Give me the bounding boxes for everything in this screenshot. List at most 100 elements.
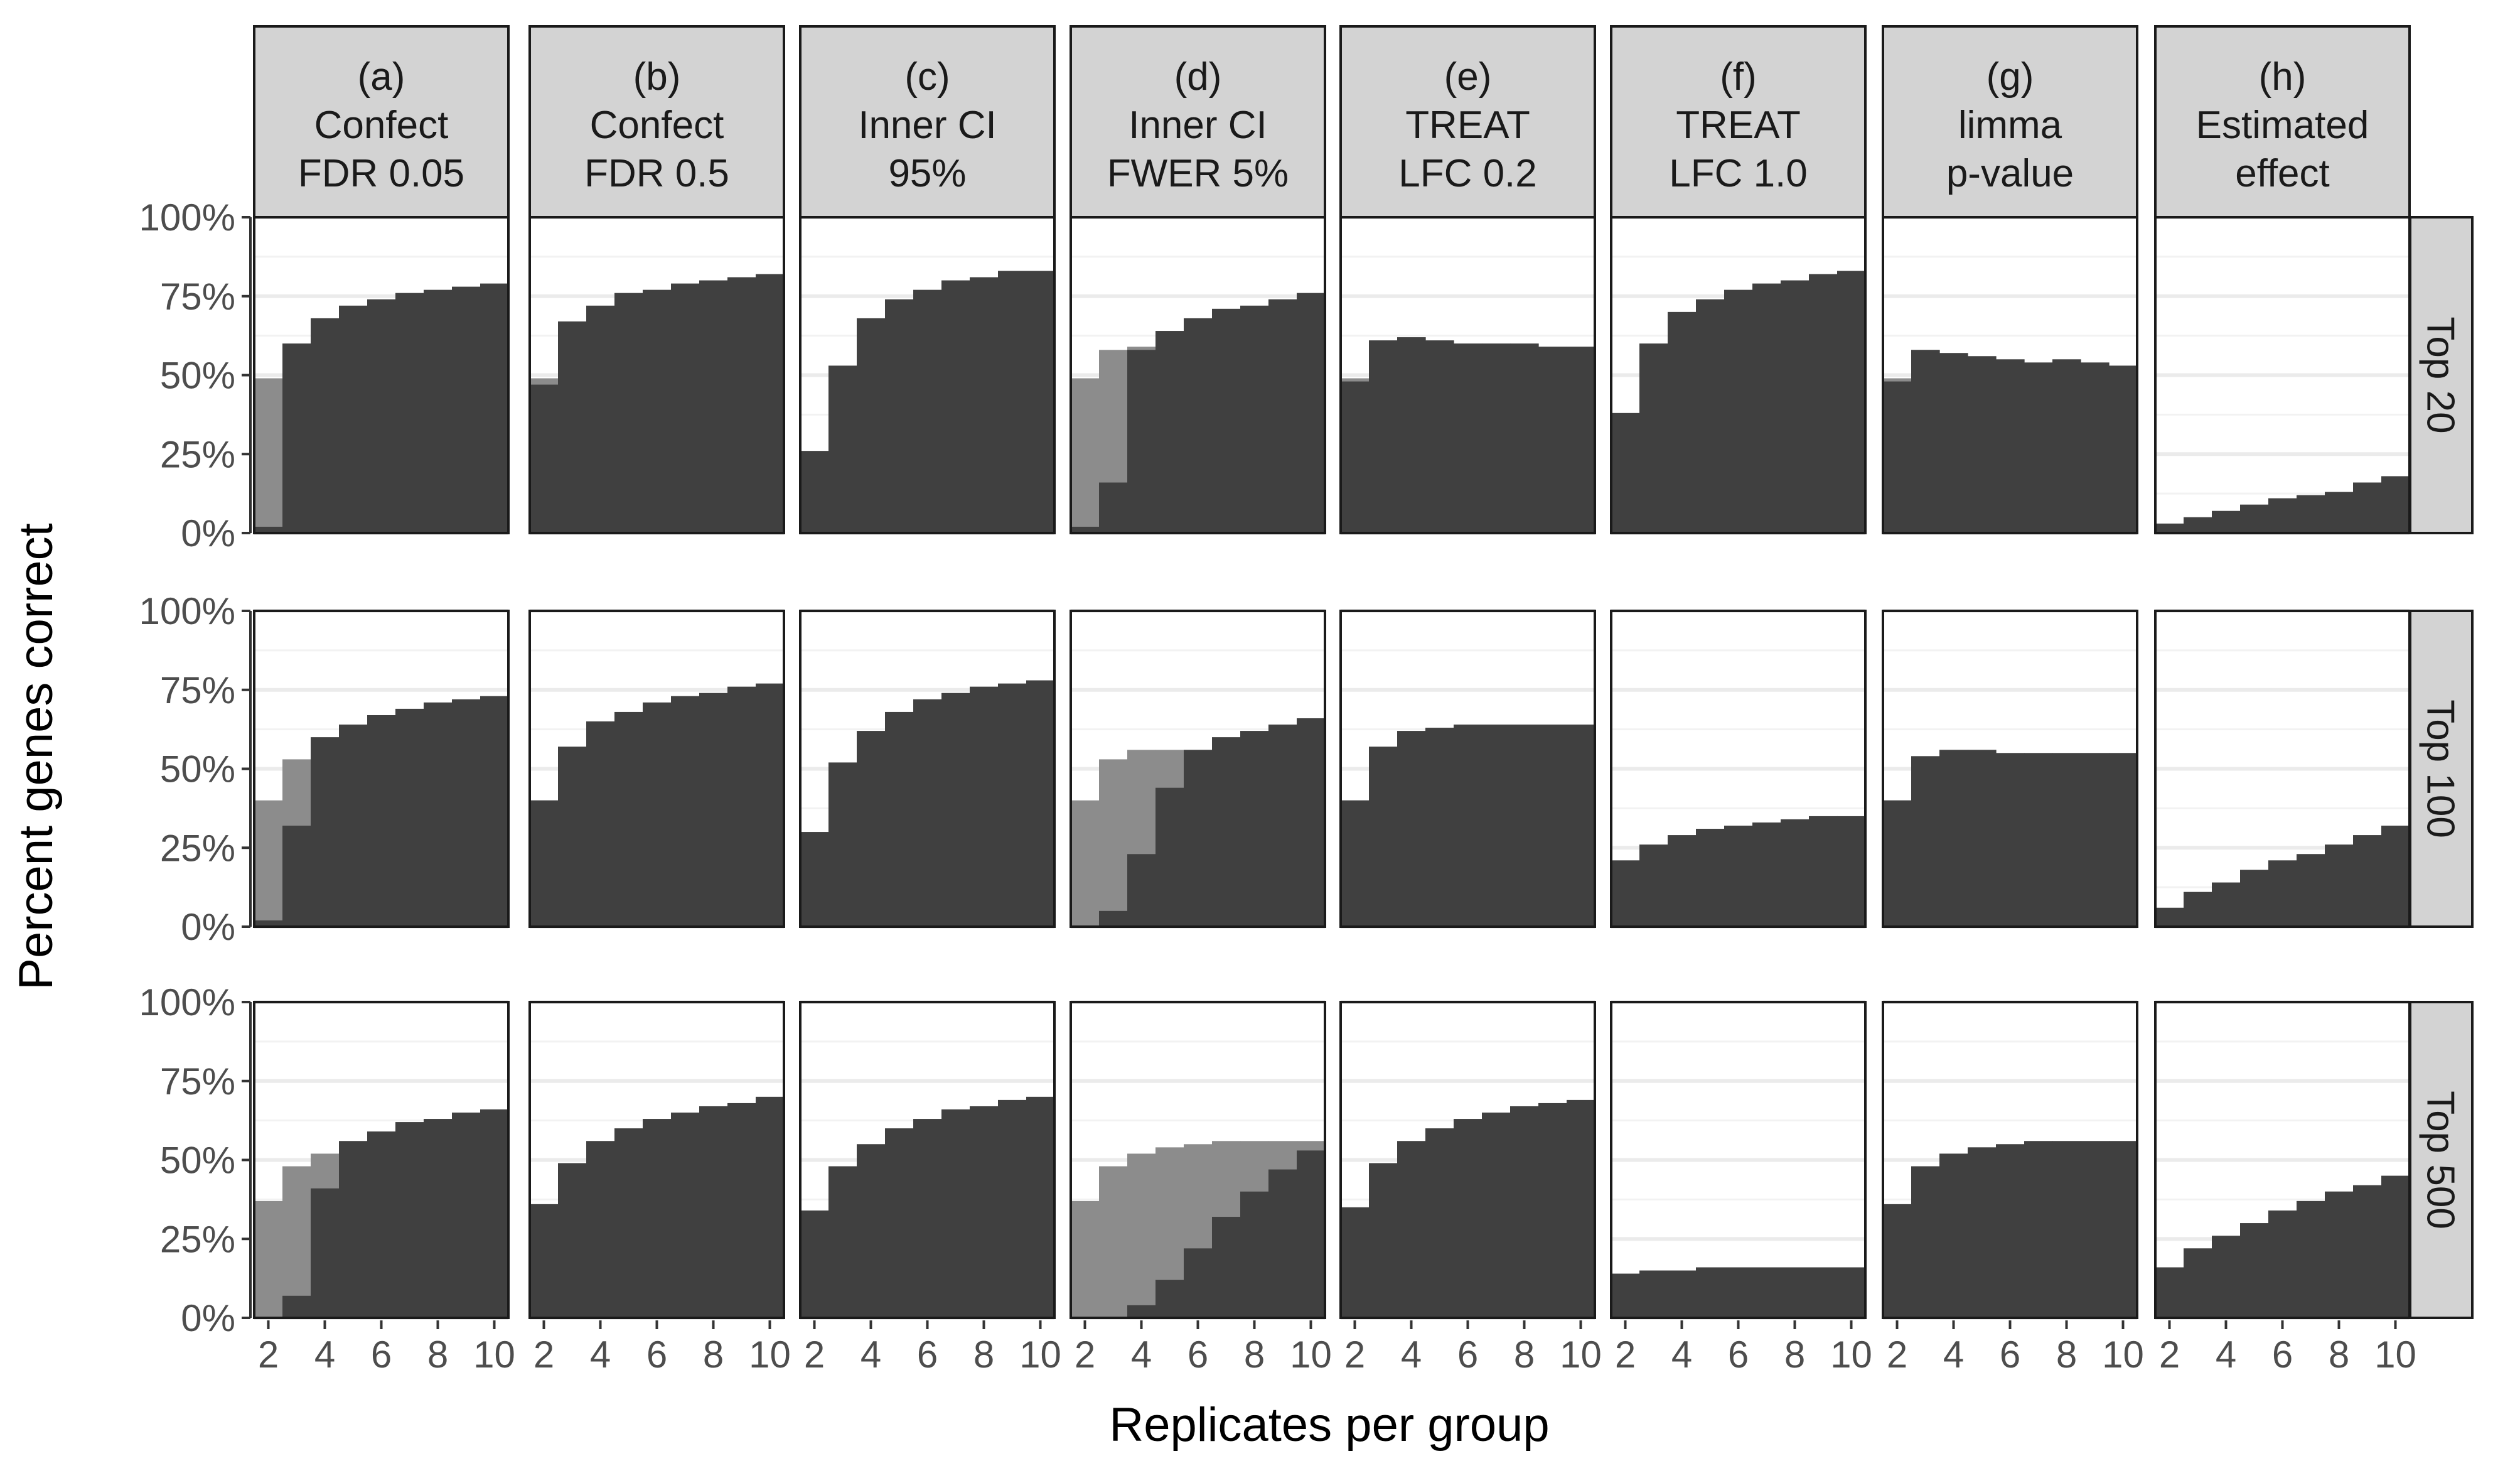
bar-dark [586,1141,615,1318]
panel-border [1610,1001,1867,1319]
bar-dark [913,699,942,927]
bar-dark [1297,1150,1326,1318]
x-tick-label: 8 [427,1334,448,1376]
bar-dark [2184,517,2212,533]
bar-dark [1809,1267,1838,1318]
bar-dark [727,1103,756,1318]
x-tick-label: 2 [258,1334,279,1376]
bar-dark [1668,1270,1697,1318]
y-tick-label: 75% [160,1060,235,1103]
y-axis-2: 0% 25% 50% 75% 100% [139,590,252,948]
bar-dark [2268,860,2297,927]
bar-dark [2268,1210,2297,1318]
bar-dark [998,1099,1027,1318]
x-tick-label: 4 [1131,1334,1152,1376]
panel-border [1610,610,1867,928]
bar-dark [1809,816,1838,927]
bar-dark [941,693,970,927]
bar-dark [885,1128,914,1318]
bar-dark [1454,1119,1483,1318]
panel-border [1070,1001,1326,1319]
bar-dark [1184,318,1213,533]
bar-dark [2155,523,2184,533]
bar-dark [452,1113,481,1318]
strip-line1: TREAT [1676,104,1801,147]
bar-dark [800,1210,829,1318]
panel-2-7 [1882,609,2138,929]
x-tick-label: 8 [1514,1334,1535,1376]
bar-dark [2353,835,2382,927]
x-tick-label: 4 [314,1334,335,1376]
bar-dark [2240,870,2269,927]
x-tick-label: 4 [861,1334,881,1376]
panel-1-2 [528,215,785,535]
bar-dark [1425,340,1454,533]
x-tick-label: 10 [1019,1334,1061,1376]
bar-dark [1341,800,1370,927]
bar-dark [1968,356,1997,533]
bar-dark [1397,337,1426,533]
y-tick-label: 0% [181,1297,235,1339]
bar-dark [1639,343,1668,533]
bar-dark [885,711,914,927]
bar-dark [1099,482,1128,533]
strip-line2: FDR 0.5 [584,152,729,195]
bar-dark [1696,299,1725,533]
bar-dark [2052,753,2081,927]
bar-dark [2024,362,2053,533]
bar-dark [480,283,509,533]
bar-dark [1369,340,1398,533]
bar-dark [2381,476,2410,533]
bar-dark [1482,343,1511,533]
x-tick-label: 8 [973,1334,994,1376]
bar-dark [756,683,785,927]
panel-1-1 [253,215,510,535]
bar-dark [1510,1106,1539,1318]
panel-2-2 [528,609,785,929]
bar-dark [2353,1185,2382,1318]
bar-dark [367,299,396,533]
x-tick-label: 6 [371,1334,392,1376]
y-tick-label: 100% [139,197,235,239]
strip-background [2409,1001,2474,1319]
bar-dark [1341,381,1370,533]
bar-dark [424,1119,453,1318]
strip-letter: (h) [2259,55,2307,99]
x-tick-label: 10 [1830,1334,1872,1376]
y-tick-label: 50% [160,355,235,397]
bar-dark [1240,1191,1269,1318]
bar-dark [1939,750,1968,927]
panel-3-5 [1339,1000,1596,1320]
bar-dark [828,1166,857,1318]
bar-dark [1212,737,1241,927]
bar-dark [2109,753,2138,927]
bar-dark [1968,1147,1997,1318]
strip-line1: Confect [314,104,449,147]
bar-dark [452,286,481,533]
bar-dark [1268,725,1297,927]
x-tick-label: 8 [1784,1334,1805,1376]
bar-dark [530,384,559,533]
bar-dark [1454,343,1483,533]
bar-dark [530,800,559,927]
bar-dark [1341,1207,1370,1318]
bar-dark [1911,756,1940,927]
strip-line2: p-value [1946,152,2074,195]
bar-dark [395,293,424,533]
bar-dark [424,289,453,533]
bar-dark [1369,747,1398,927]
bar-dark [970,277,999,533]
bar-dark [311,737,340,927]
bar-dark [1127,1305,1156,1318]
bar-dark [1127,854,1156,927]
bar-dark [643,289,672,533]
bar-dark [2052,359,2081,533]
bar-light [1099,759,1128,927]
bar-dark [1212,1217,1241,1318]
bar-dark [1883,1204,1912,1318]
bar-dark [614,1128,643,1318]
bar-dark [1996,1144,2025,1318]
bar-dark [1297,293,1326,533]
strip-label: Top 500 [2419,1091,2462,1229]
bar-dark [614,711,643,927]
